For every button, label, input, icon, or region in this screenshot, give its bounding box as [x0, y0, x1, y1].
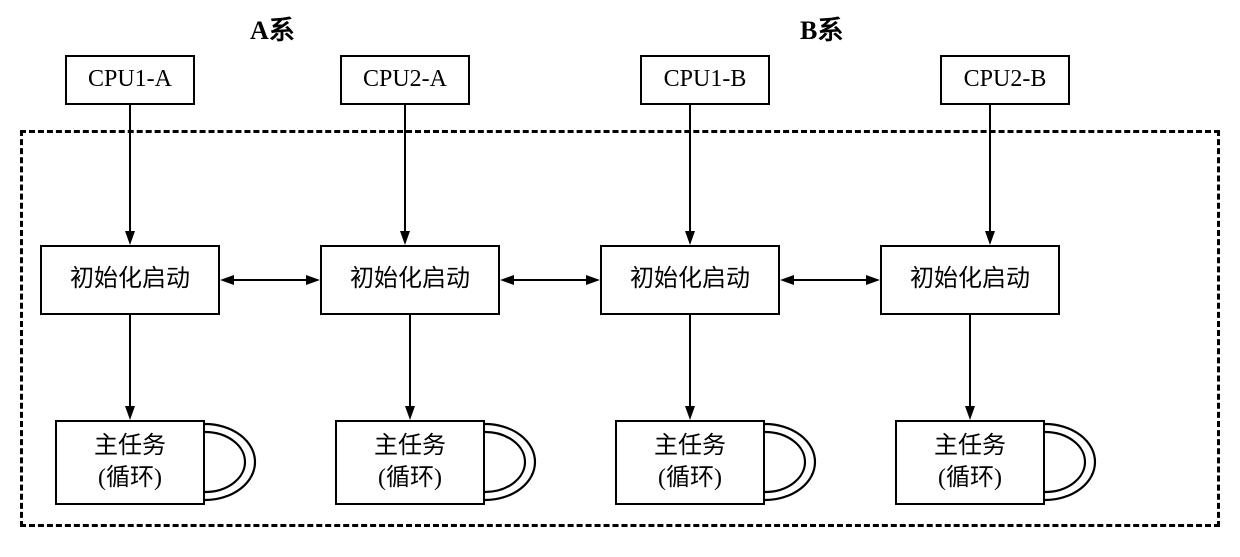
init-box-4: 初始化启动	[880, 245, 1060, 315]
init-box-1: 初始化启动	[40, 245, 220, 315]
task-box-3: 主任务 (循环)	[615, 420, 765, 505]
task-label-1b: (循环)	[98, 465, 162, 491]
task-box-1: 主任务 (循环)	[55, 420, 205, 505]
task-label-2b: (循环)	[378, 465, 442, 491]
cpu1-b-box: CPU1-B	[640, 55, 770, 105]
task-label-2a: 主任务	[374, 433, 446, 459]
task-label-3b: (循环)	[658, 465, 722, 491]
task-label-4a: 主任务	[934, 433, 1006, 459]
task-label-4b: (循环)	[938, 465, 1002, 491]
init-box-3: 初始化启动	[600, 245, 780, 315]
cpu2-a-box: CPU2-A	[340, 55, 470, 105]
task-label-3a: 主任务	[654, 433, 726, 459]
task-box-2: 主任务 (循环)	[335, 420, 485, 505]
diagram-canvas: A系 B系 CPU1-A CPU2-A CPU1-B CPU2-B 初始化启动 …	[0, 0, 1240, 557]
section-b-label: B系	[800, 10, 843, 47]
task-box-4: 主任务 (循环)	[895, 420, 1045, 505]
task-label-1a: 主任务	[94, 433, 166, 459]
cpu2-b-box: CPU2-B	[940, 55, 1070, 105]
section-a-label: A系	[250, 10, 295, 47]
init-box-2: 初始化启动	[320, 245, 500, 315]
cpu1-a-box: CPU1-A	[65, 55, 195, 105]
